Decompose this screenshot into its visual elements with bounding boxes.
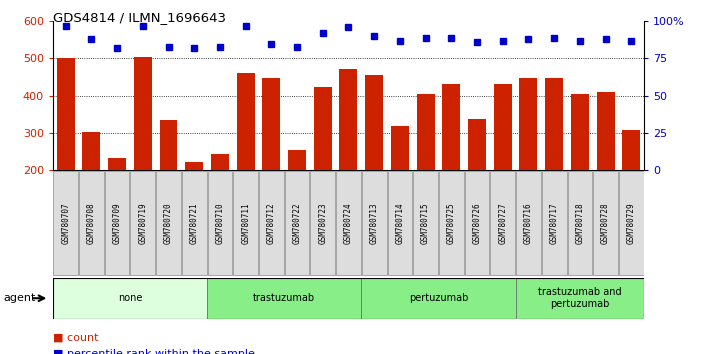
Text: GSM780709: GSM780709	[113, 202, 122, 244]
Bar	[391, 126, 409, 170]
FancyBboxPatch shape	[284, 171, 309, 275]
Bar	[56, 58, 75, 170]
Bar	[108, 158, 126, 170]
Text: none: none	[118, 293, 142, 303]
FancyBboxPatch shape	[259, 171, 284, 275]
Bar	[494, 84, 512, 170]
FancyBboxPatch shape	[516, 171, 541, 275]
Text: GSM780708: GSM780708	[87, 202, 96, 244]
Text: GSM780720: GSM780720	[164, 202, 173, 244]
Text: ■ count: ■ count	[53, 333, 99, 343]
FancyBboxPatch shape	[54, 171, 78, 275]
Text: GSM780707: GSM780707	[61, 202, 70, 244]
FancyBboxPatch shape	[105, 171, 130, 275]
Text: GSM780717: GSM780717	[550, 202, 559, 244]
Text: trastuzumab: trastuzumab	[253, 293, 315, 303]
Text: GSM780729: GSM780729	[627, 202, 636, 244]
Text: GSM780728: GSM780728	[601, 202, 610, 244]
FancyBboxPatch shape	[567, 171, 592, 275]
Bar	[442, 84, 460, 170]
Text: GSM780721: GSM780721	[189, 202, 199, 244]
FancyBboxPatch shape	[362, 171, 386, 275]
Text: GSM780724: GSM780724	[344, 202, 353, 244]
FancyBboxPatch shape	[207, 278, 361, 319]
Text: GSM780710: GSM780710	[215, 202, 225, 244]
Text: GSM780727: GSM780727	[498, 202, 508, 244]
Text: GSM780719: GSM780719	[138, 202, 147, 244]
Text: GSM780723: GSM780723	[318, 202, 327, 244]
Text: GSM780716: GSM780716	[524, 202, 533, 244]
Bar	[263, 78, 280, 170]
Text: GSM780715: GSM780715	[421, 202, 430, 244]
Text: GSM780714: GSM780714	[396, 202, 404, 244]
Text: GSM780722: GSM780722	[293, 202, 301, 244]
Text: GSM780725: GSM780725	[447, 202, 455, 244]
FancyBboxPatch shape	[619, 171, 643, 275]
FancyBboxPatch shape	[233, 171, 258, 275]
FancyBboxPatch shape	[336, 171, 361, 275]
Text: ■ percentile rank within the sample: ■ percentile rank within the sample	[53, 349, 255, 354]
Bar	[314, 87, 332, 170]
Text: pertuzumab: pertuzumab	[409, 293, 468, 303]
Bar	[417, 95, 434, 170]
Text: GSM780711: GSM780711	[241, 202, 250, 244]
FancyBboxPatch shape	[413, 171, 438, 275]
FancyBboxPatch shape	[542, 171, 567, 275]
FancyBboxPatch shape	[515, 278, 644, 319]
Bar	[211, 154, 229, 170]
Bar	[82, 132, 101, 170]
Text: GSM780713: GSM780713	[370, 202, 379, 244]
Text: GDS4814 / ILMN_1696643: GDS4814 / ILMN_1696643	[53, 11, 226, 24]
FancyBboxPatch shape	[465, 171, 489, 275]
Bar	[468, 119, 486, 170]
Text: GSM780718: GSM780718	[575, 202, 584, 244]
FancyBboxPatch shape	[593, 171, 618, 275]
Bar	[545, 78, 563, 170]
FancyBboxPatch shape	[388, 171, 413, 275]
Bar	[134, 57, 152, 170]
FancyBboxPatch shape	[79, 171, 103, 275]
Bar	[365, 75, 383, 170]
FancyBboxPatch shape	[361, 278, 515, 319]
FancyBboxPatch shape	[439, 171, 464, 275]
Bar	[571, 94, 589, 170]
Bar	[160, 120, 177, 170]
Bar	[237, 73, 255, 170]
FancyBboxPatch shape	[208, 171, 232, 275]
FancyBboxPatch shape	[156, 171, 181, 275]
FancyBboxPatch shape	[130, 171, 155, 275]
Bar	[185, 162, 203, 170]
Bar	[520, 78, 537, 170]
FancyBboxPatch shape	[53, 278, 207, 319]
FancyBboxPatch shape	[310, 171, 335, 275]
Text: agent: agent	[4, 293, 36, 303]
Text: GSM780712: GSM780712	[267, 202, 276, 244]
Bar	[622, 130, 641, 170]
FancyBboxPatch shape	[491, 171, 515, 275]
Text: trastuzumab and
pertuzumab: trastuzumab and pertuzumab	[538, 287, 622, 309]
Bar	[288, 150, 306, 170]
Bar	[339, 69, 358, 170]
FancyBboxPatch shape	[182, 171, 206, 275]
Text: GSM780726: GSM780726	[472, 202, 482, 244]
Bar	[596, 92, 615, 170]
